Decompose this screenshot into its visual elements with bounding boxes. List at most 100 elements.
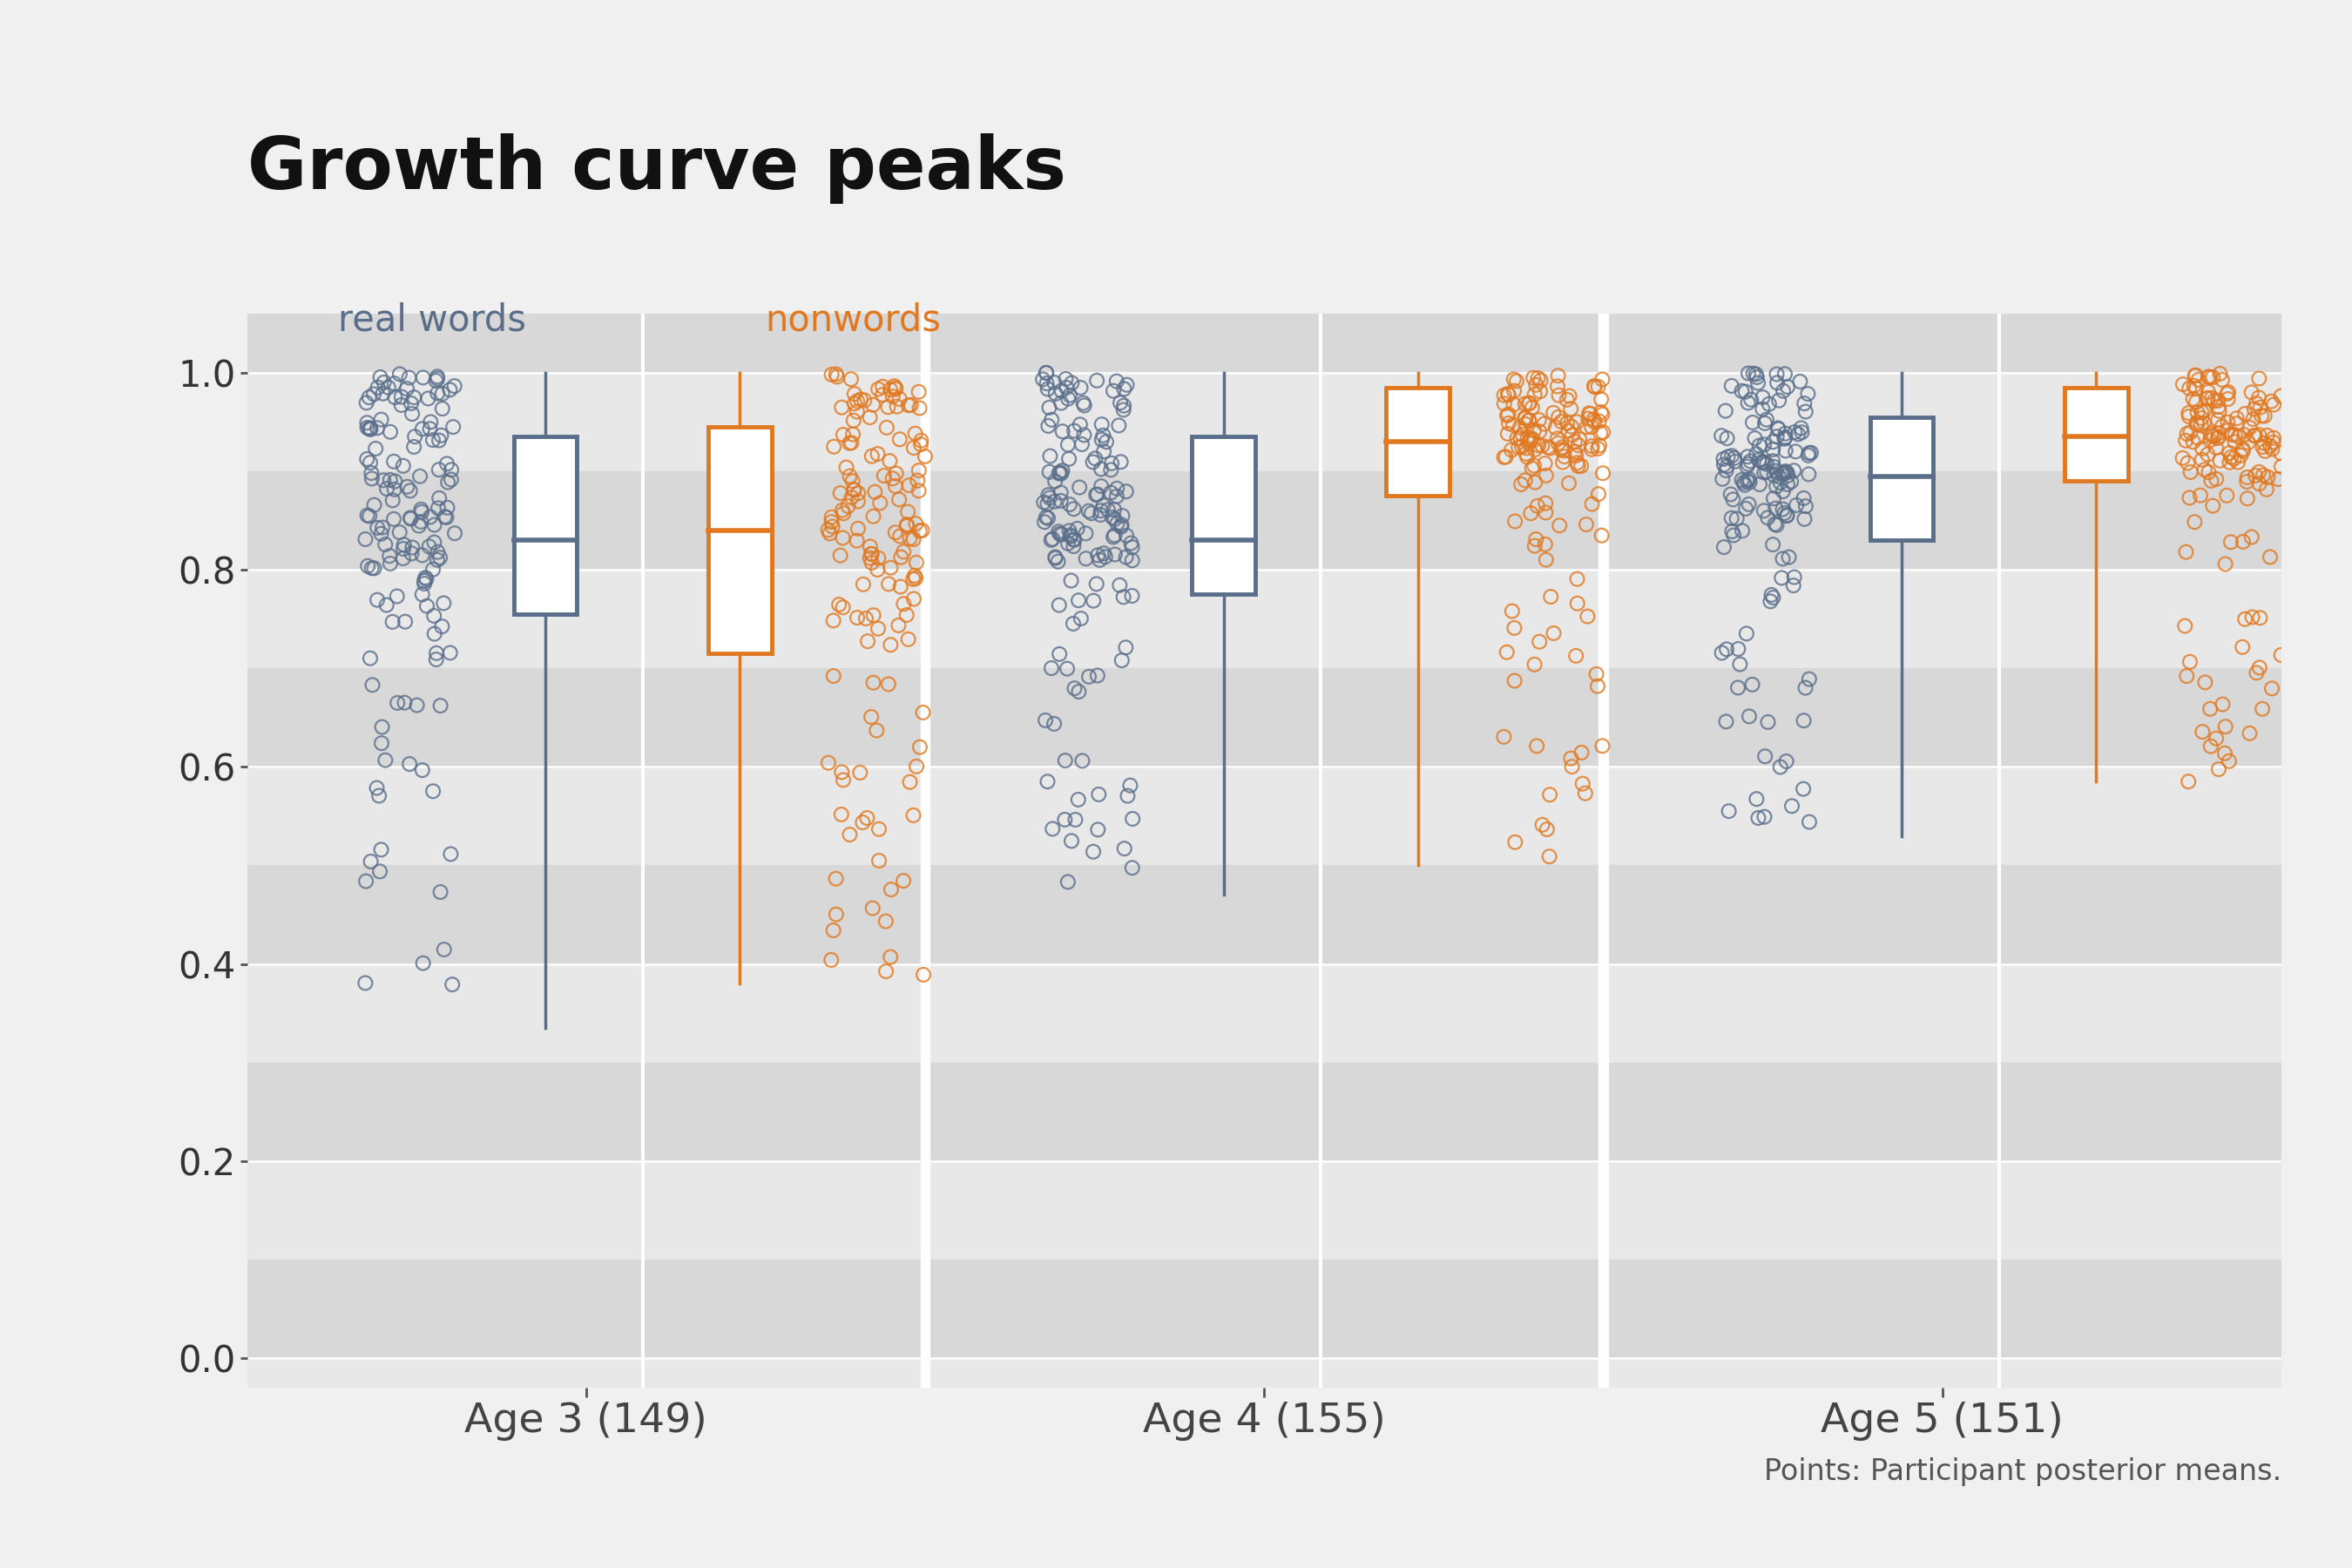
Point [402,500,440,525]
Point [1068,546,1105,571]
Point [2178,412,2216,437]
Point [1552,754,1590,779]
Point [1576,373,1613,398]
Point [1785,506,1823,532]
Point [1745,804,1783,829]
Point [1538,364,1576,389]
Point [1773,469,1811,494]
Point [2216,422,2253,447]
Point [1063,748,1101,773]
Point [1583,401,1621,426]
Point [1759,370,1797,395]
Point [1559,453,1597,478]
Point [1773,793,1811,818]
Point [854,670,891,695]
Point [1056,808,1094,833]
Point [2187,670,2225,695]
Point [381,362,419,387]
Point [2194,389,2232,414]
Point [383,384,421,409]
Point [405,568,442,593]
Point [2192,734,2230,759]
Point [405,365,442,390]
Point [353,848,390,873]
Point [847,605,884,630]
Point [358,416,395,441]
Point [2169,422,2206,447]
Point [901,734,938,759]
Point [1058,516,1096,541]
Point [1496,392,1534,417]
Point [1738,370,1776,395]
Point [1047,375,1084,400]
Point [1790,381,1828,406]
Point [1736,425,1773,450]
Point [1764,478,1802,503]
Point [2192,469,2230,494]
Point [2241,605,2279,630]
Point [842,387,880,412]
Point [2183,447,2220,472]
Point [428,495,466,521]
Point [898,754,936,779]
Point [397,693,435,718]
Point [2218,406,2256,431]
Point [1486,383,1524,408]
Point [2263,441,2300,466]
Point [428,470,466,495]
Point [2246,431,2284,456]
Point [393,506,430,532]
Point [1581,409,1618,434]
Point [1783,420,1820,445]
Point [1056,497,1094,522]
Point [889,511,927,536]
Point [1552,414,1590,439]
Point [826,422,863,447]
Point [1510,390,1548,416]
Point [407,593,445,618]
Point [1541,405,1578,430]
Point [1037,546,1075,571]
Point [1764,497,1802,522]
Point [1764,378,1802,403]
Point [1028,491,1065,516]
Point [1025,489,1063,514]
Point [1733,409,1771,434]
Point [901,478,938,503]
Point [1037,544,1075,569]
Point [1708,458,1745,483]
Point [2211,450,2249,475]
Point [1743,397,1780,422]
Point [1750,505,1788,530]
Point [837,400,875,425]
Point [870,448,908,474]
Bar [247,1259,2281,1358]
Point [1049,869,1087,894]
Point [1790,441,1828,466]
Point [1552,422,1590,447]
Point [2263,455,2300,480]
Point [405,571,442,596]
Point [2209,386,2246,411]
Point [2227,464,2265,489]
Point [1526,463,1564,488]
Point [1757,511,1795,536]
Point [1769,459,1806,485]
Point [348,390,386,416]
Point [833,367,870,392]
Point [1708,709,1745,734]
Point [2171,400,2209,425]
Point [1578,436,1616,461]
Point [1745,499,1783,524]
Point [861,848,898,873]
Point [1778,422,1816,447]
Point [1061,412,1098,437]
Point [2227,401,2265,426]
Point [837,605,875,630]
Point [433,458,470,483]
Point [1068,521,1105,546]
Point [875,384,913,409]
Point [1583,400,1621,425]
Point [360,859,397,884]
Point [1082,426,1120,452]
